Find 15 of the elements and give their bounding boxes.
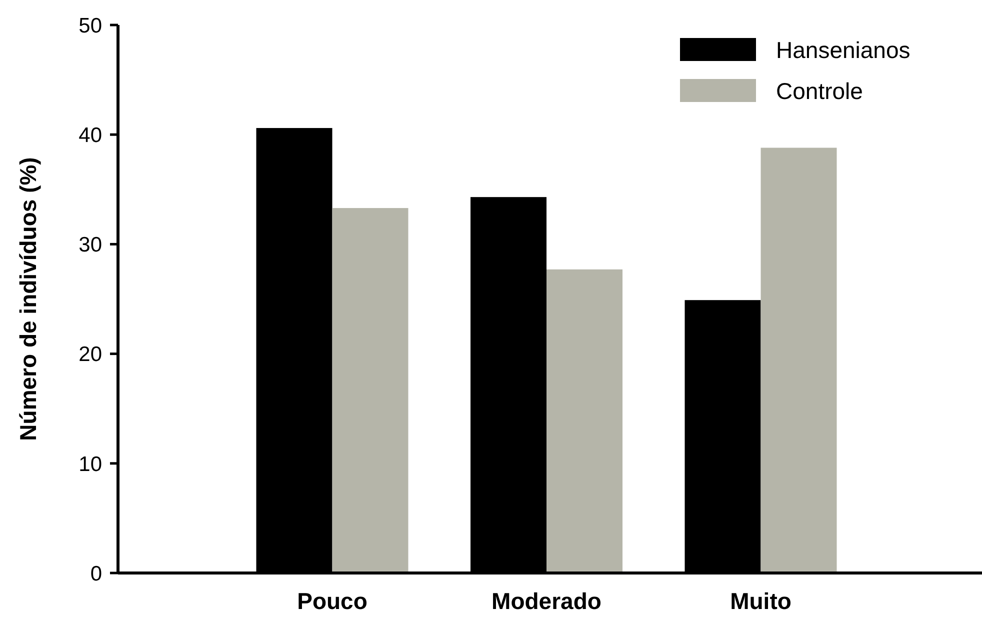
x-tick-label: Pouco [297,588,368,614]
y-tick-label: 0 [90,562,102,586]
y-tick-label: 10 [78,452,102,476]
legend-label: Hansenianos [776,37,910,64]
bar [546,269,622,573]
bar [332,208,408,573]
bar [760,148,837,573]
x-tick-label: Moderado [492,588,602,614]
y-tick-label: 40 [78,124,102,147]
legend-label: Controle [776,78,863,104]
y-axis-title: Número de indivíduos (%) [15,157,41,441]
y-tick-label: 20 [78,343,102,366]
x-tick-label: Muito [730,588,792,614]
y-tick-label: 50 [78,14,102,38]
y-tick-label: 30 [78,234,102,257]
